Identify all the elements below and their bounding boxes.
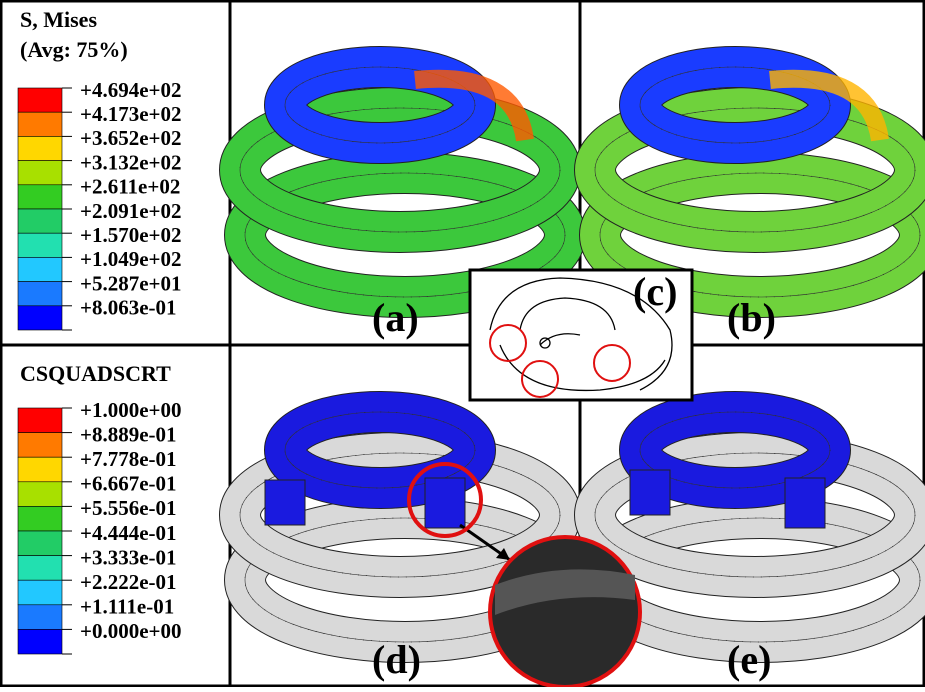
legend-swatch bbox=[18, 531, 62, 556]
legend-label: +7.778e-01 bbox=[80, 447, 177, 471]
panel-label: (e) bbox=[727, 637, 771, 682]
panel-label: (d) bbox=[372, 637, 421, 682]
legend-label: +0.000e+00 bbox=[80, 619, 182, 643]
legend-swatch bbox=[18, 605, 62, 630]
legend-label: +8.889e-01 bbox=[80, 422, 177, 446]
legend-label: +3.333e-01 bbox=[80, 545, 177, 569]
legend-swatch bbox=[18, 556, 62, 581]
legend-swatch bbox=[18, 408, 62, 433]
legend-swatch bbox=[18, 433, 62, 458]
damage-band bbox=[425, 478, 465, 528]
legend-label: +4.444e-01 bbox=[80, 521, 177, 545]
legend-swatch bbox=[18, 233, 62, 257]
legend-title: S, Mises bbox=[20, 7, 97, 32]
legend-swatch bbox=[18, 161, 62, 185]
legend-label: +2.611e+02 bbox=[80, 175, 180, 199]
damage-band bbox=[630, 470, 670, 515]
damage-band bbox=[265, 480, 305, 525]
panel-label: (b) bbox=[727, 295, 776, 340]
legend-label: +5.287e+01 bbox=[80, 271, 182, 295]
legend-label: +3.132e+02 bbox=[80, 150, 182, 174]
legend-swatch bbox=[18, 112, 62, 136]
legend-label: +1.111e-01 bbox=[80, 595, 174, 619]
legend-swatch bbox=[18, 482, 62, 507]
panel-label: (a) bbox=[372, 295, 419, 340]
legend-label: +4.694e+02 bbox=[80, 78, 182, 102]
legend-subtitle: (Avg: 75%) bbox=[20, 37, 128, 62]
legend-label: +1.000e+00 bbox=[80, 398, 182, 422]
photo bbox=[490, 537, 640, 687]
legend-swatch bbox=[18, 506, 62, 531]
figure: S, Mises (Avg: 75%) CSQUADSCRT (a) (b) (… bbox=[0, 0, 925, 687]
legend-label: +3.652e+02 bbox=[80, 126, 182, 150]
legend-label: +1.049e+02 bbox=[80, 247, 182, 271]
legend-swatch bbox=[18, 457, 62, 482]
legend-label: +6.667e-01 bbox=[80, 472, 177, 496]
legend-swatch bbox=[18, 185, 62, 209]
panel-label: (c) bbox=[633, 269, 677, 314]
legend-label: +4.173e+02 bbox=[80, 102, 182, 126]
legend-label: +2.091e+02 bbox=[80, 199, 182, 223]
legend-label: +5.556e-01 bbox=[80, 496, 177, 520]
legend-title: CSQUADSCRT bbox=[20, 361, 171, 386]
legend-swatch bbox=[18, 88, 62, 112]
legend-swatch bbox=[18, 580, 62, 605]
legend-swatch bbox=[18, 629, 62, 654]
legend-swatch bbox=[18, 136, 62, 160]
legend-label: +1.570e+02 bbox=[80, 223, 182, 247]
damage-band bbox=[785, 478, 825, 528]
legend-label: +2.222e-01 bbox=[80, 570, 177, 594]
legend-label: +8.063e-01 bbox=[80, 296, 177, 320]
legend-swatch bbox=[18, 209, 62, 233]
legend-swatch bbox=[18, 257, 62, 281]
legend-swatch bbox=[18, 306, 62, 330]
legend-swatch bbox=[18, 282, 62, 306]
